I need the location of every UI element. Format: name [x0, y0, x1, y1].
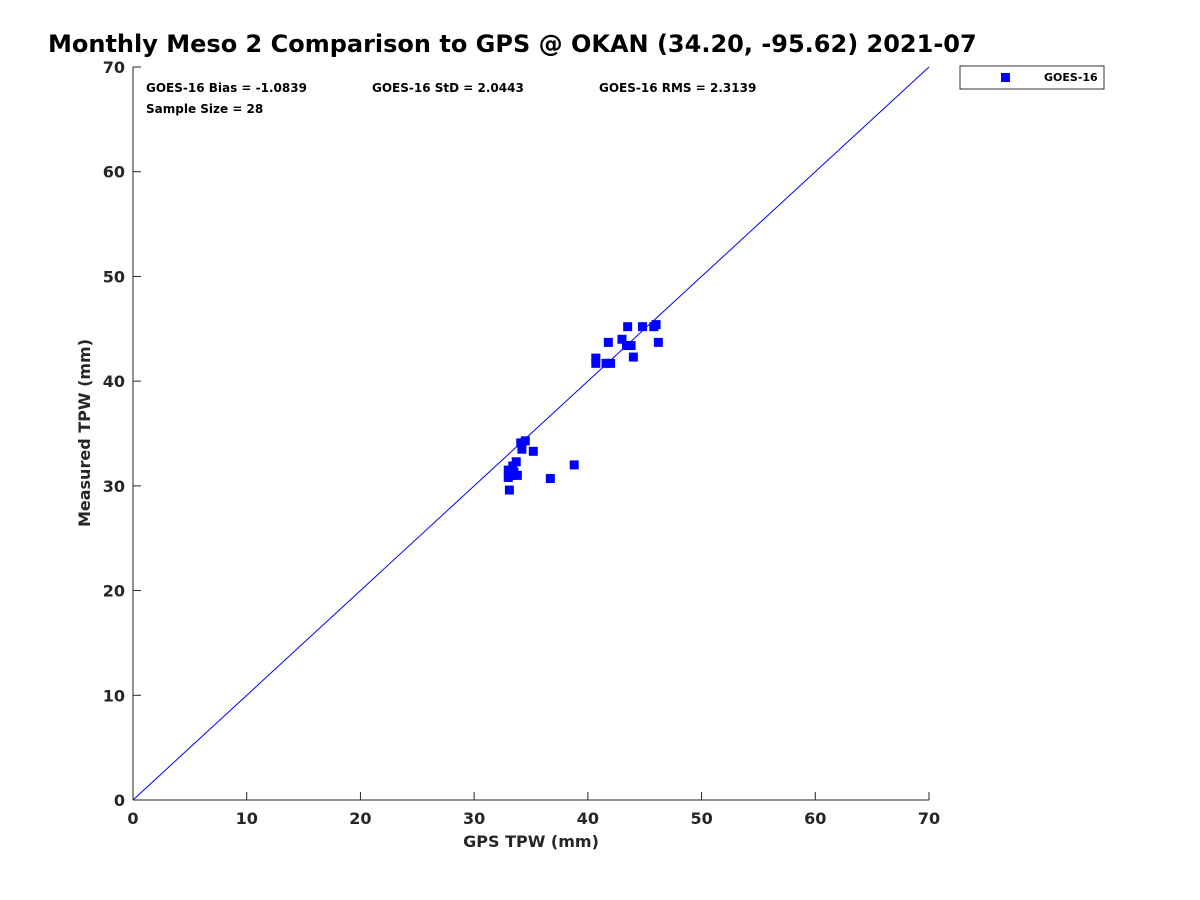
x-tick-label: 30	[463, 809, 485, 828]
data-point	[545, 474, 555, 484]
stat-sample-size: Sample Size = 28	[146, 102, 263, 116]
data-point	[653, 337, 663, 347]
x-tick-label: 40	[577, 809, 599, 828]
data-point	[591, 353, 601, 363]
data-point	[603, 337, 613, 347]
legend[interactable]: GOES-16	[959, 65, 1105, 90]
x-tick-label: 60	[804, 809, 826, 828]
y-tick-label: 10	[103, 686, 125, 705]
data-point	[591, 358, 601, 368]
stat-bias: GOES-16 Bias = -1.0839	[146, 81, 307, 95]
data-point	[520, 436, 530, 446]
ticks: 0 10 20 30 40 50 60 70 0 10 20 30 40 50 60 70	[103, 58, 940, 828]
y-tick-label: 50	[103, 267, 125, 286]
stat-rms: GOES-16 RMS = 2.3139	[599, 81, 756, 95]
data-point	[626, 341, 636, 351]
y-tick-label: 0	[114, 791, 125, 810]
x-tick-label: 50	[690, 809, 712, 828]
one-to-one-line	[132, 66, 930, 801]
data-point	[516, 438, 526, 448]
legend-box	[959, 65, 1105, 90]
data-point	[601, 358, 611, 368]
data-point	[504, 485, 514, 495]
x-tick-label: 10	[236, 809, 258, 828]
legend-marker-square	[1001, 73, 1010, 82]
y-axis-label: Measured TPW (mm)	[75, 339, 94, 527]
y-tick-label: 60	[103, 163, 125, 182]
data-point	[622, 341, 632, 351]
y-tick-label: 20	[103, 582, 125, 601]
x-tick-label: 70	[918, 809, 940, 828]
data-point	[606, 358, 616, 368]
data-point	[623, 322, 633, 332]
axes	[132, 67, 929, 801]
legend-label: GOES-16	[1044, 71, 1098, 84]
x-tick-label: 0	[127, 809, 138, 828]
x-tick-label: 20	[349, 809, 371, 828]
data-point	[517, 444, 527, 454]
y-tick-label: 70	[103, 58, 125, 77]
data-point	[512, 470, 522, 480]
data-point	[637, 322, 647, 332]
stat-std: GOES-16 StD = 2.0443	[372, 81, 524, 95]
y-tick-label: 30	[103, 477, 125, 496]
data-point	[651, 320, 661, 330]
chart-title: Monthly Meso 2 Comparison to GPS @ OKAN …	[48, 30, 977, 58]
data-point	[628, 352, 638, 362]
data-point	[617, 334, 627, 344]
data-points	[503, 320, 663, 495]
data-point	[569, 460, 579, 470]
data-point	[528, 446, 538, 456]
data-point	[511, 457, 521, 467]
x-axis-label: GPS TPW (mm)	[463, 832, 599, 851]
y-tick-label: 40	[103, 372, 125, 391]
data-point	[503, 465, 513, 475]
